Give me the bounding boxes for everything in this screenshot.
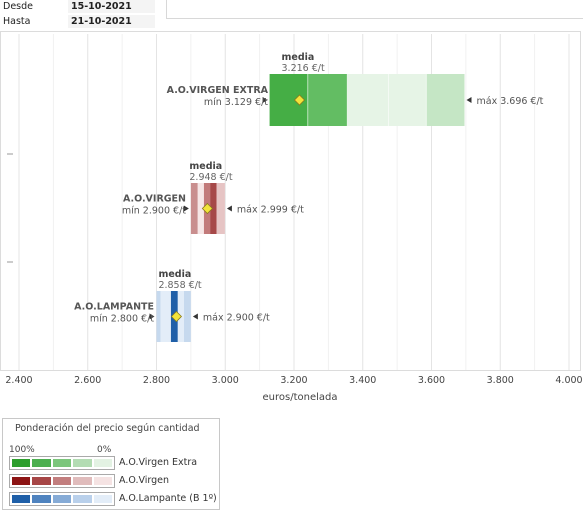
- x-tick-label: 3.800: [487, 375, 514, 386]
- mean-title: media: [158, 269, 191, 280]
- range-segment: [160, 291, 171, 342]
- legend-high-label: 100%: [9, 445, 35, 455]
- mean-marker: [293, 94, 306, 106]
- hasta-label: Hasta: [3, 16, 31, 27]
- series-name: A.O.VIRGEN: [123, 194, 186, 205]
- range-segment: [184, 291, 191, 342]
- x-tick-label: 3.600: [418, 375, 445, 386]
- top-panel: [166, 0, 583, 19]
- x-axis-label: euros/tonelada: [263, 392, 338, 403]
- range-segment: [216, 183, 225, 234]
- max-marker: [226, 205, 232, 212]
- x-tick-label: 2.600: [74, 375, 101, 386]
- hasta-value-field[interactable]: 21-10-2021: [68, 15, 155, 28]
- legend-item-label: A.O.Virgen: [119, 475, 170, 486]
- max-marker: [466, 97, 472, 103]
- series-name: A.O.VIRGEN EXTRA: [167, 85, 269, 96]
- desde-value-field[interactable]: 15-10-2021: [68, 0, 155, 13]
- min-marker: [183, 205, 189, 212]
- range-segment: [347, 74, 427, 126]
- price-range-chart: 2.400 2.600 2.800 3.000 3.200 3.400 3.600 3.800…: [5, 34, 583, 403]
- max-label: máx 3.696 €/t: [477, 96, 544, 107]
- range-segment: [210, 183, 217, 234]
- max-label: máx 2.999 €/t: [237, 205, 304, 216]
- mean-title: media: [189, 161, 222, 172]
- legend-low-label: 0%: [97, 445, 112, 455]
- mean-marker: [201, 202, 213, 215]
- range-segment: [307, 74, 348, 126]
- range-segment: [190, 183, 198, 234]
- x-tick-label: 3.000: [212, 375, 239, 386]
- x-tick-label: 3.200: [280, 375, 307, 386]
- desde-label: Desde: [3, 1, 33, 12]
- mean-title: media: [282, 52, 315, 63]
- legend-swatch: [9, 474, 115, 488]
- min-label: mín 3.129 €/t: [204, 97, 268, 108]
- legend-swatch: [9, 492, 115, 506]
- legend-box: Ponderación del precio según cantidad 10…: [2, 418, 220, 510]
- legend-title: Ponderación del precio según cantidad: [15, 423, 200, 434]
- legend-item-label: A.O.Virgen Extra: [119, 457, 198, 468]
- series-name: A.O.LAMPANTE: [74, 302, 154, 313]
- min-label: mín 2.900 €/t: [122, 206, 186, 217]
- legend-swatch: [9, 456, 115, 470]
- mean-value-label: 3.216 €/t: [282, 63, 325, 74]
- mean-marker: [170, 310, 183, 323]
- chart-frame: [0, 31, 581, 371]
- mean-value-label: 2.948 €/t: [189, 172, 232, 183]
- x-tick-label: 3.400: [349, 375, 376, 386]
- legend-item-label: A.O.Lampante (B 1º): [119, 493, 217, 504]
- x-tick-label: 2.400: [5, 375, 32, 386]
- x-tick-label: 2.800: [143, 375, 170, 386]
- max-marker: [192, 313, 198, 320]
- range-segment: [156, 291, 161, 342]
- min-label: mín 2.800 €/t: [90, 314, 154, 325]
- max-label: máx 2.900 €/t: [203, 313, 270, 324]
- x-tick-label: 4.000: [555, 375, 582, 386]
- range-segment: [426, 74, 465, 126]
- range-segment: [197, 183, 204, 234]
- mean-value-label: 2.858 €/t: [158, 280, 201, 291]
- min-marker: [262, 97, 268, 103]
- min-marker: [149, 313, 155, 320]
